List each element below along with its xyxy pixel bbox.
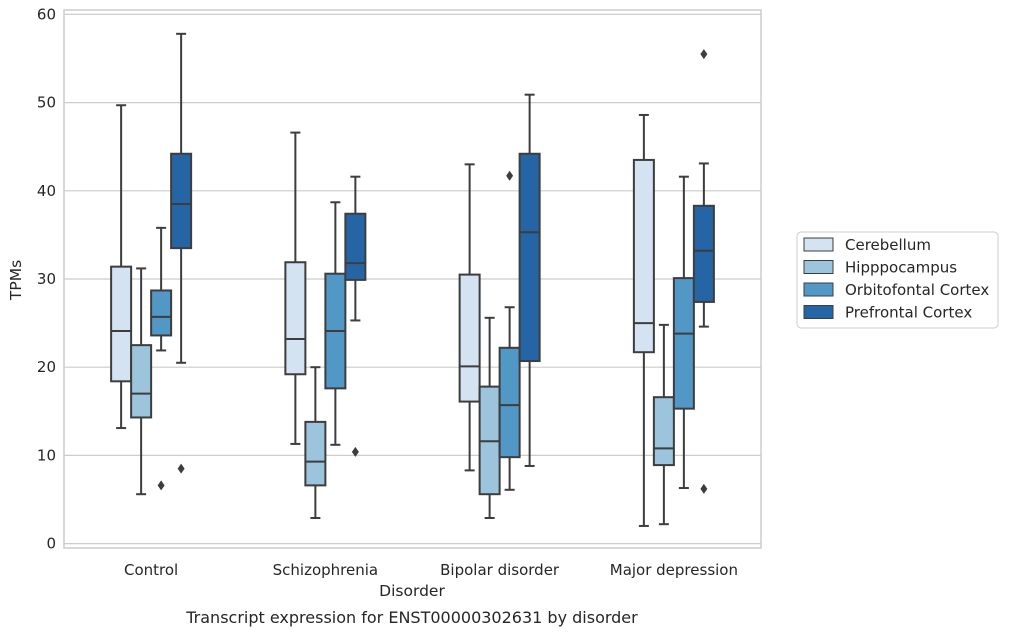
x-tick-label: Schizophrenia <box>273 561 378 579</box>
y-tick-label: 10 <box>37 446 56 464</box>
x-tick-label: Major depression <box>610 561 738 579</box>
x-tick-label: Control <box>124 561 178 579</box>
box-orbitofontal-cortex <box>324 201 347 446</box>
outlier-point <box>506 170 514 181</box>
legend-frame <box>796 231 999 329</box>
legend: Cerebellum Hipppocampus Orbitofontal Corte… <box>796 231 999 329</box>
box-orbitofontal-cortex <box>498 170 521 491</box>
box-groups <box>110 32 715 527</box>
outlier-point <box>177 463 185 474</box>
legend-label: Hipppocampus <box>845 259 957 277</box>
box-iqr <box>498 346 521 459</box>
box-iqr <box>110 265 133 383</box>
box-cerebellum <box>284 131 307 445</box>
box-iqr <box>518 152 541 363</box>
outlier-point <box>700 483 708 494</box>
box-cerebellum <box>110 104 133 430</box>
figure-caption: Transcript expression for ENST0000030263… <box>185 608 638 627</box>
box-iqr <box>652 396 675 467</box>
box-cerebellum <box>458 163 481 472</box>
box-hipppocampus <box>652 323 675 526</box>
box-prefrontal-cortex <box>518 93 541 467</box>
box-prefrontal-cortex <box>344 175 367 457</box>
box-iqr <box>130 344 153 419</box>
y-tick-label: 30 <box>37 270 56 288</box>
y-axis-label: TPMs <box>7 260 25 301</box>
y-tick-label: 60 <box>37 5 56 23</box>
x-axis-label: Disorder <box>379 582 445 600</box>
legend-label: Cerebellum <box>845 236 931 254</box>
box-cerebellum <box>632 113 655 527</box>
box-iqr <box>458 273 481 403</box>
box-iqr <box>150 289 173 337</box>
legend-label: Prefrontal Cortex <box>845 304 972 322</box>
box-hipppocampus <box>304 366 327 520</box>
box-iqr <box>170 152 193 250</box>
box-hipppocampus <box>130 267 153 496</box>
outlier-point <box>157 480 165 491</box>
legend-swatch <box>803 237 834 252</box>
outlier-point <box>700 49 708 60</box>
box-prefrontal-cortex <box>170 32 193 474</box>
box-iqr <box>344 212 367 281</box>
legend-swatch <box>803 305 834 319</box>
x-axis-ticks: Control Schizophrenia Bipolar disorder Majo… <box>124 561 738 579</box>
box-orbitofontal-cortex <box>672 175 695 490</box>
box-prefrontal-cortex <box>692 49 715 494</box>
outlier-point <box>351 446 359 457</box>
box-iqr <box>304 420 327 487</box>
x-tick-label: Bipolar disorder <box>440 561 560 579</box>
y-tick-label: 50 <box>37 94 56 112</box>
box-iqr <box>284 261 307 376</box>
y-tick-label: 0 <box>46 535 56 553</box>
box-iqr <box>672 277 695 410</box>
box-iqr <box>692 204 715 303</box>
y-axis-ticks: 0 10 20 30 40 50 60 <box>37 5 56 552</box>
legend-swatch <box>803 282 834 297</box>
legend-label: Orbitofontal Cortex <box>845 281 989 299</box>
box-orbitofontal-cortex <box>150 226 173 491</box>
y-tick-label: 20 <box>37 358 56 376</box>
y-tick-label: 40 <box>37 182 56 200</box>
legend-swatch <box>803 260 834 274</box>
box-iqr <box>632 158 655 354</box>
